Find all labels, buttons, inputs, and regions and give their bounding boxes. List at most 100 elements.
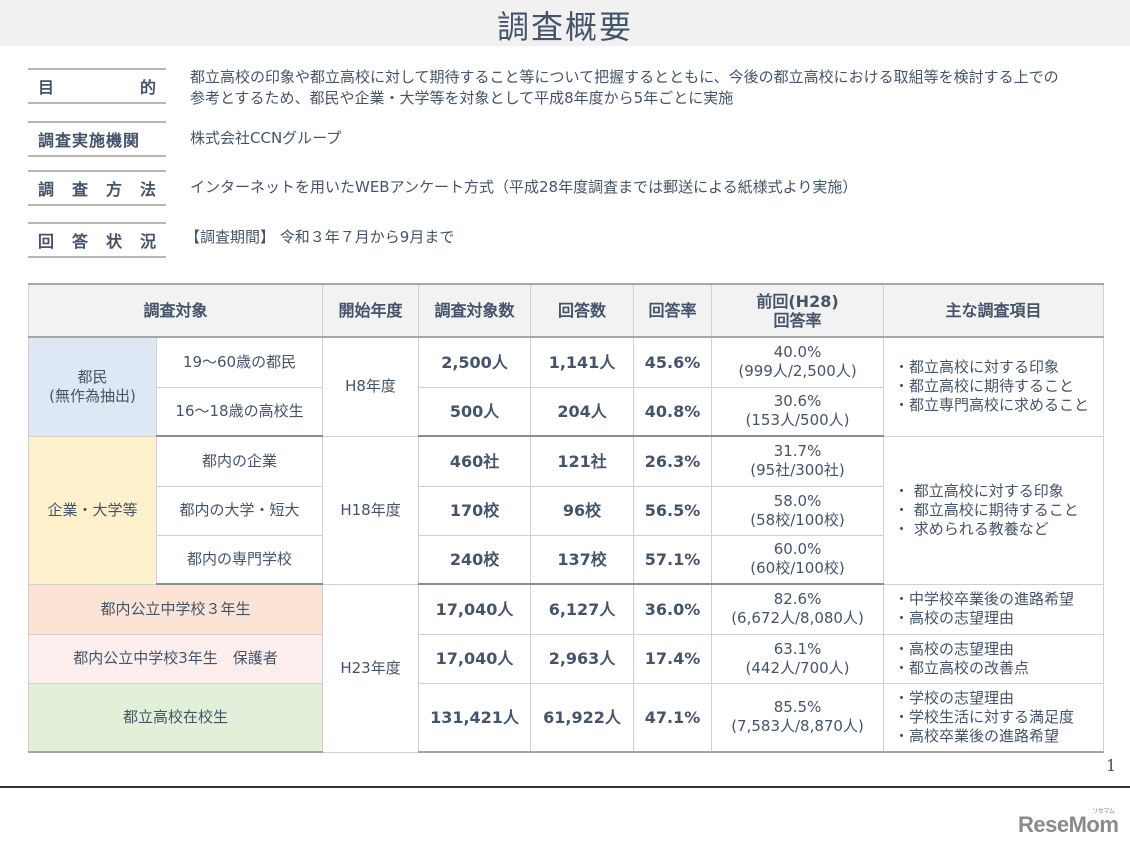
label-char: 況 <box>139 232 156 251</box>
prev-rate-value: 60.0% <box>773 540 822 559</box>
page-title: 調査概要 <box>496 8 633 46</box>
group-label-sub: (無作為抽出) <box>49 386 136 405</box>
header-prev-rate: 前回(H28) 回答率 <box>711 283 885 338</box>
responses: 1,141人 <box>530 336 635 388</box>
response-rate: 56.5% <box>633 485 713 536</box>
label-text: 調査実施機関 <box>38 131 141 150</box>
target-count: 500人 <box>418 386 532 437</box>
table-row: 都内の専門学校 240校 137校 57.1% 60.0% (60校/100校) <box>29 534 1104 585</box>
prev-rate-detail: (999人/2,500人) <box>738 362 857 381</box>
table-row: 16～18歳の高校生 500人 204人 40.8% 30.6% (153人/5… <box>29 386 1104 437</box>
target-count: 2,500人 <box>418 336 532 388</box>
list-item: 都立高校に期待すること <box>894 501 1099 520</box>
response-rate: 17.4% <box>633 633 713 684</box>
list-item: 高校卒業後の進路希望 <box>894 727 1099 746</box>
main-items: 高校の志望理由 都立高校の改善点 <box>883 633 1105 684</box>
logo-text: ReseMom <box>1018 812 1119 837</box>
target-count: 17,040人 <box>418 633 532 684</box>
table-row: 都内公立中学校3年生 保護者 17,040人 2,963人 17.4% 63.1… <box>27 633 1105 684</box>
prev-rate-value: 31.7% <box>773 442 822 461</box>
prev-rate-value: 85.5% <box>773 698 822 717</box>
target-count: 460社 <box>418 435 532 487</box>
list-item: 都立高校に対する印象 <box>894 358 1099 377</box>
responses: 6,127人 <box>530 583 635 635</box>
page-number: 1 <box>1106 756 1117 775</box>
label-char: 目 <box>38 78 55 97</box>
prev-rate: 40.0% (999人/2,500人) <box>711 336 885 388</box>
label-char: 状 <box>105 232 122 251</box>
response-rate: 26.3% <box>633 435 713 487</box>
prev-rate: 82.6% (6,672人/8,080人) <box>711 583 885 635</box>
title-bar: 調査概要 <box>0 0 1130 46</box>
info-value-method: インターネットを用いたWEBアンケート方式（平成28年度調査までは郵送による紙様… <box>190 177 857 198</box>
sub-target: 19～60歳の都民 <box>155 336 324 388</box>
start-year: H8年度 <box>322 336 420 437</box>
label-char: 的 <box>139 78 156 97</box>
responses: 61,922人 <box>530 682 635 753</box>
info-label-method: 調 査 方 法 <box>28 170 166 206</box>
prev-rate-value: 30.6% <box>773 392 822 411</box>
value-line: 都立高校の印象や都立高校に対して期待すること等について把握するとともに、今後の都… <box>190 68 1059 86</box>
value-line: 参考とするため、都民や企業・大学等を対象として平成8年度から5年ごとに実施 <box>190 89 734 107</box>
label-char: 方 <box>105 180 122 199</box>
header-response-rate: 回答率 <box>633 283 713 338</box>
target-junior-high-students: 都内公立中学校３年生 <box>27 583 324 635</box>
header-prev-rate-line2: 回答率 <box>773 310 822 330</box>
list-item: 求められる教養など <box>894 520 1099 539</box>
list-item: 都立高校に期待すること <box>894 377 1099 396</box>
list-item: 学校の志望理由 <box>894 689 1099 708</box>
prev-rate-value: 63.1% <box>773 639 822 658</box>
prev-rate-value: 58.0% <box>773 491 822 510</box>
list-item: 高校の志望理由 <box>894 609 1099 628</box>
main-items: 都立高校に対する印象 都立高校に期待すること 都立専門高校に求めること <box>883 336 1105 437</box>
list-item: 都立高校に対する印象 <box>894 482 1099 501</box>
list-item: 学校生活に対する満足度 <box>894 708 1099 727</box>
response-rate: 45.6% <box>633 336 713 388</box>
info-value-organization: 株式会社CCNグループ <box>190 128 341 149</box>
table-row: 都民 (無作為抽出) 19～60歳の都民 H8年度 2,500人 1,141人 … <box>28 336 1105 437</box>
sub-target: 16～18歳の高校生 <box>155 386 324 437</box>
prev-rate-detail: (6,672人/8,080人) <box>731 609 864 628</box>
header-target: 調査対象 <box>27 283 324 338</box>
header-responses: 回答数 <box>530 283 635 338</box>
survey-table: 調査対象 開始年度 調査対象数 回答数 回答率 前回(H28) 回答率 主な調査… <box>27 283 1105 753</box>
responses: 2,963人 <box>530 633 635 684</box>
items-list: 中学校卒業後の進路希望 高校の志望理由 <box>894 590 1099 628</box>
group-companies: 企業・大学等 <box>28 435 157 585</box>
list-item: 高校の志望理由 <box>894 640 1099 659</box>
value-line: インターネットを用いたWEBアンケート方式（平成28年度調査までは郵送による紙様… <box>190 178 858 196</box>
response-rate: 47.1% <box>633 682 713 753</box>
table-row: 都内公立中学校３年生 H23年度 17,040人 6,127人 36.0% 82… <box>27 583 1105 753</box>
info-label-purpose: 目 的 <box>28 68 166 104</box>
items-list: 都立高校に対する印象 都立高校に期待すること 求められる教養など <box>894 482 1099 539</box>
main-items: 都立高校に対する印象 都立高校に期待すること 求められる教養など <box>883 435 1105 585</box>
response-rate: 57.1% <box>633 534 713 585</box>
prev-rate: 30.6% (153人/500人) <box>711 386 885 437</box>
responses: 96校 <box>530 485 635 536</box>
resemom-logo: ReseMom リセマム <box>1018 809 1119 838</box>
table-row: 企業・大学等 都内の企業 H18年度 460社 121社 26.3% 31.7%… <box>28 435 1105 585</box>
responses: 137校 <box>530 534 635 585</box>
target-junior-high-parents: 都内公立中学校3年生 保護者 <box>27 633 324 684</box>
info-label-response-status: 回 答 状 況 <box>28 222 166 258</box>
list-item: 都立専門高校に求めること <box>894 396 1099 415</box>
group-label: 都民 <box>77 367 108 386</box>
response-rate: 40.8% <box>633 386 713 437</box>
prev-rate-detail: (442人/700人) <box>745 658 850 677</box>
label-char: 調 <box>38 180 55 199</box>
prev-rate: 31.7% (95社/300社) <box>711 435 885 487</box>
items-list: 学校の志望理由 学校生活に対する満足度 高校卒業後の進路希望 <box>894 689 1099 746</box>
main-items: 学校の志望理由 学校生活に対する満足度 高校卒業後の進路希望 <box>883 682 1105 753</box>
items-list: 都立高校に対する印象 都立高校に期待すること 都立専門高校に求めること <box>894 358 1099 415</box>
prev-rate-detail: (153人/500人) <box>745 411 850 430</box>
target-count: 17,040人 <box>418 583 532 635</box>
table-header-row: 調査対象 開始年度 調査対象数 回答数 回答率 前回(H28) 回答率 主な調査… <box>27 283 1105 338</box>
header-start-year: 開始年度 <box>322 283 420 338</box>
target-count: 240校 <box>418 534 532 585</box>
main-items: 中学校卒業後の進路希望 高校の志望理由 <box>883 583 1105 635</box>
header-target-count: 調査対象数 <box>418 283 532 338</box>
value-line: 株式会社CCNグループ <box>190 129 342 147</box>
footer-divider <box>0 786 1130 788</box>
logo-subtext: リセマム <box>1092 809 1115 815</box>
prev-rate-detail: (60校/100校) <box>750 559 845 578</box>
